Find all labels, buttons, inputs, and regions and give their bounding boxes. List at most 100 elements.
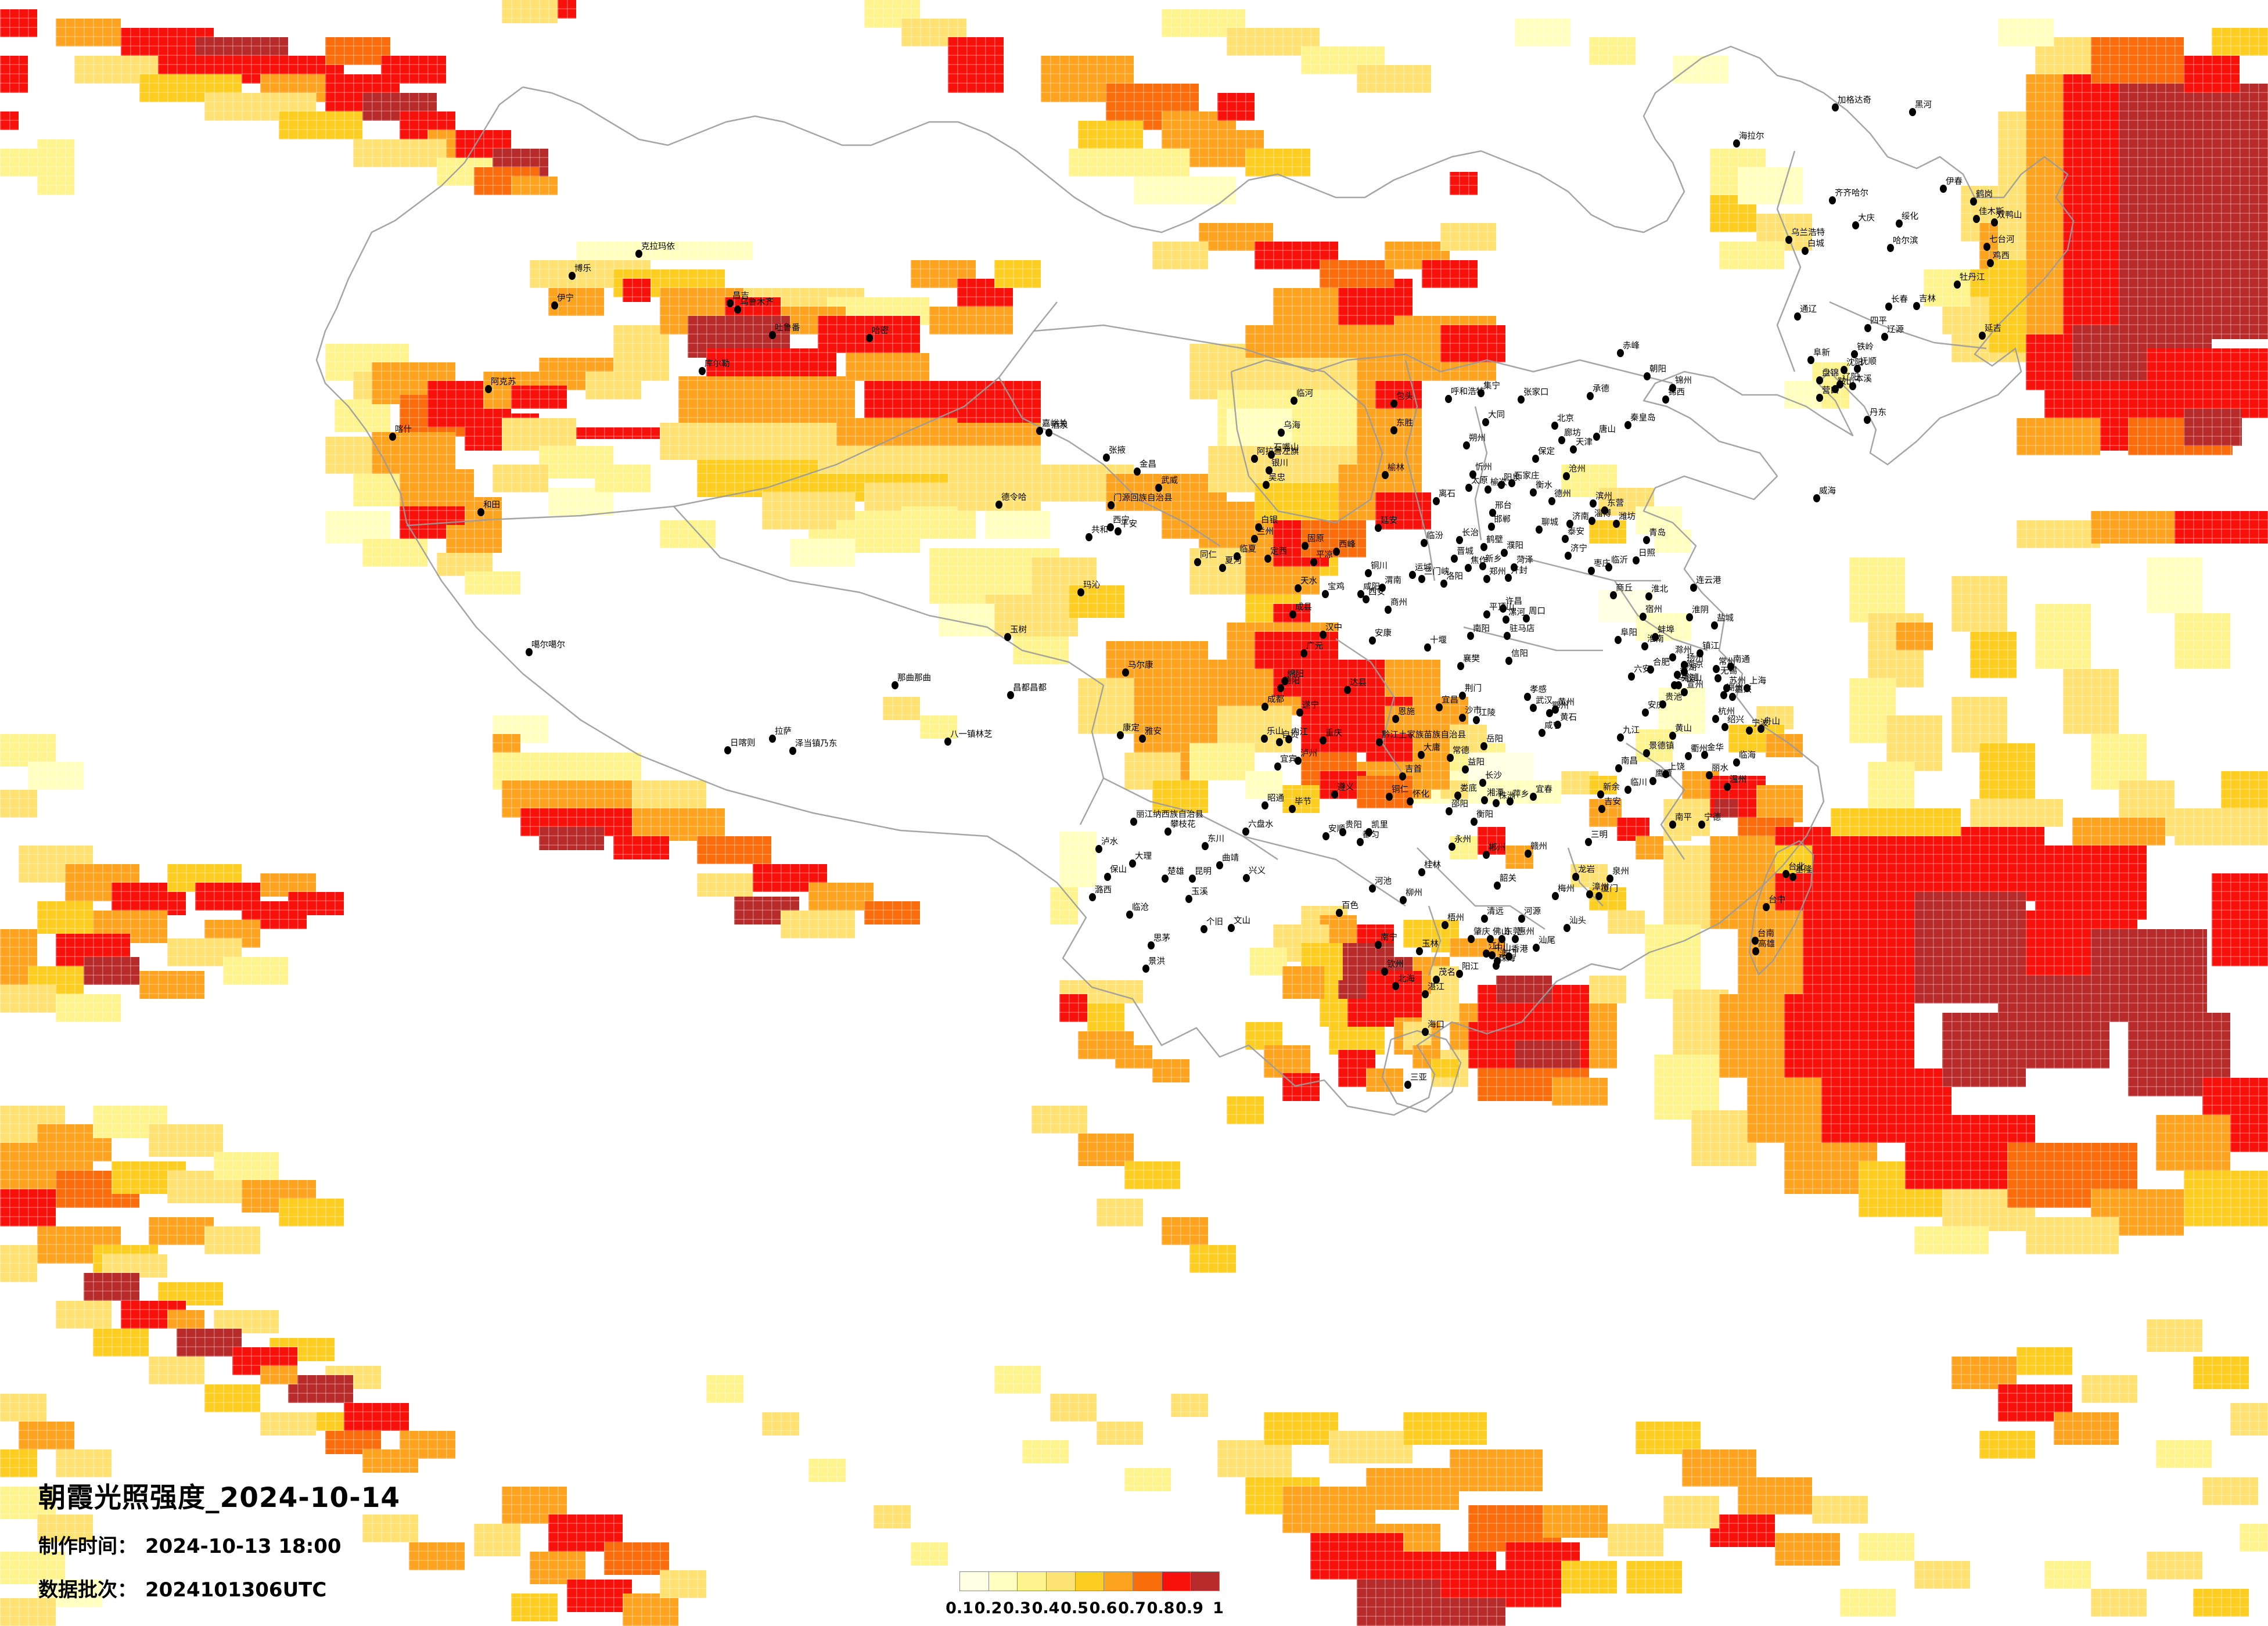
heat-cell: [37, 901, 93, 934]
heat-cell: [1589, 520, 1626, 544]
heat-cell: [2184, 409, 2242, 446]
heat-cell: [1217, 93, 1255, 121]
heat-cell: [874, 1505, 911, 1528]
heat-cell: [279, 1199, 344, 1226]
heat-cell: [1152, 1059, 1189, 1082]
heat-cell: [223, 957, 288, 985]
heat-cell: [474, 1524, 520, 1556]
heat-cell: [1078, 121, 1143, 149]
heat-cell: [623, 1593, 678, 1626]
heat-cell: [1979, 743, 2035, 808]
heat-cell: [548, 288, 604, 316]
heat-cell: [19, 1422, 74, 1449]
heat-cell: [2156, 1115, 2230, 1171]
legend-swatch: [1104, 1572, 1134, 1591]
heat-cell: [808, 883, 874, 911]
heat-cell: [1970, 632, 2017, 678]
heat-cell: [2174, 511, 2268, 544]
heat-cell: [1719, 242, 1784, 269]
heat-cell: [1951, 576, 2007, 632]
heat-cell: [957, 390, 1041, 423]
heat-cell: [613, 836, 669, 859]
heat-cell: [1078, 1134, 1134, 1166]
heat-cell: [1914, 827, 2044, 901]
heat-cell: [2221, 771, 2268, 808]
heat-cell: [0, 734, 56, 767]
heat-cell: [1561, 1561, 1617, 1593]
heat-cell: [1970, 799, 2063, 827]
heat-cell: [539, 827, 604, 850]
heat-cell: [929, 307, 1013, 334]
heat-cell: [2063, 669, 2119, 734]
made-time-label: 制作时间：: [38, 1535, 137, 1558]
made-time-row: 制作时间： 2024-10-13 18:00: [38, 1530, 400, 1559]
heat-cell: [1831, 808, 1961, 836]
legend-swatch: [1162, 1572, 1191, 1591]
heat-cell: [0, 790, 37, 818]
heat-cell: [660, 1570, 706, 1598]
heat-cell: [1636, 729, 1673, 762]
heat-cell: [781, 911, 855, 938]
heat-cell: [2017, 418, 2100, 455]
heat-cell: [279, 111, 362, 139]
legend-swatch: [989, 1572, 1018, 1591]
heat-cell: [1515, 19, 1570, 46]
legend-tick-label: 1: [1213, 1599, 1224, 1617]
heat-cell: [56, 994, 121, 1022]
heat-cell: [2184, 56, 2240, 93]
heat-cell: [1710, 1515, 1775, 1547]
heat-cell: [325, 37, 390, 65]
heat-cell: [37, 1515, 93, 1542]
heat-cell: [1031, 1106, 1087, 1134]
heat-cell: [167, 1310, 204, 1329]
heat-cell: [214, 1152, 279, 1180]
heat-cell: [1282, 1073, 1320, 1101]
heat-cell: [84, 1273, 139, 1301]
heat-cell: [1738, 1477, 1812, 1515]
heat-cell: [1924, 269, 1970, 307]
heat-cell: [1329, 1431, 1412, 1463]
heat-cell: [1626, 1561, 1682, 1593]
heat-cell: [1450, 938, 1505, 957]
heat-cell: [1171, 1394, 1208, 1417]
heat-cell: [576, 242, 753, 260]
heat-cell: [0, 149, 56, 177]
heat-cell: [511, 177, 558, 195]
heat-cell: [846, 353, 929, 381]
heat-cell: [1217, 1440, 1292, 1477]
heat-cell: [1440, 223, 1496, 251]
heat-cell: [1106, 980, 1143, 1003]
heat-cell: [56, 19, 121, 46]
heat-cell: [1715, 799, 1738, 818]
heat-cell: [204, 1226, 260, 1254]
heat-cell: [1087, 1003, 1124, 1031]
heat-cell: [1784, 994, 1914, 1078]
heat-cell: [493, 734, 520, 753]
title-block: 朝霞光照强度_2024-10-14 制作时间： 2024-10-13 18:00…: [38, 1475, 400, 1602]
heat-cell: [344, 1403, 409, 1431]
heat-cell: [2091, 37, 2184, 84]
heat-cell: [836, 418, 1041, 446]
heat-cell: [149, 1124, 223, 1157]
heat-cell: [1152, 242, 1208, 269]
heat-cell: [0, 1598, 56, 1626]
heat-cell: [567, 1580, 632, 1612]
heat-cell: [204, 1384, 260, 1412]
legend-swatch: [1047, 1572, 1076, 1591]
heat-cell: [0, 1552, 65, 1584]
heat-cell: [808, 1459, 846, 1482]
heat-cell: [1450, 172, 1478, 195]
heat-cell: [994, 1366, 1041, 1394]
data-batch-value: 2024101306UTC: [145, 1578, 327, 1602]
heat-cell: [1784, 381, 1821, 409]
heat-cell: [1998, 19, 2054, 46]
heat-cell: [1738, 167, 1803, 204]
heat-cell: [1496, 976, 1552, 1003]
heat-cell: [0, 1449, 37, 1477]
heat-cell: [260, 1412, 316, 1436]
color-scale-legend: 0.1 0.2 0.3 0.4 0.5 0.6 0.7 0.8 0.9 1: [946, 1571, 1224, 1619]
heat-cell: [1654, 1055, 1719, 1120]
heat-cell: [56, 1301, 112, 1329]
heat-cell: [1775, 1533, 1840, 1566]
